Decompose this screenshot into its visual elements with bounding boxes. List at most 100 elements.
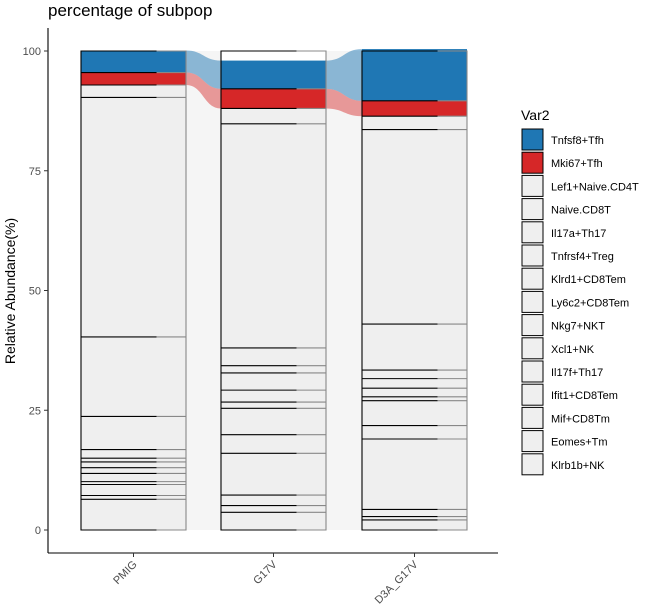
bar-segment-eomes-tm (81, 495, 186, 500)
bar-segment-ifit1-cd8tem (362, 438, 467, 510)
legend-item: Tnfsf8+Tfh (521, 128, 604, 151)
legend-item: Tnfrsf4+Treg (521, 244, 614, 267)
legend-label: Ifit1+CD8Tem (551, 390, 618, 402)
legend-swatch (521, 314, 544, 337)
bar-segment-il17f-th17 (362, 425, 467, 439)
bar-segment-eomes-tm (362, 516, 467, 520)
bar-segment-mif-cd8tm (221, 495, 326, 506)
bar-segment-ly6c2-cd8tem (81, 458, 186, 462)
bar-g17v (220, 50, 327, 531)
flow-background-band (186, 51, 221, 530)
bar-segment-mki67-tfh (221, 88, 326, 109)
bar-segment-il17f-th17 (221, 434, 326, 454)
legend-label: Il17f+Th17 (551, 367, 603, 379)
legend-label: Tnfsf8+Tfh (551, 135, 604, 147)
legend-label: Klrd1+CD8Tem (551, 274, 626, 286)
legend-item: Ifit1+CD8Tem (521, 383, 618, 406)
y-tick-label: 100 (23, 46, 41, 58)
bar-segment-klrd1-cd8tem (81, 449, 186, 459)
chart-title: percentage of subpop (48, 1, 212, 20)
bar-segment-nkg7-nkt (221, 402, 326, 409)
legend-item: Xcl1+NK (521, 337, 595, 360)
flow-mki67-tfh (186, 72, 221, 109)
bar-segment-mif-cd8tm (81, 484, 186, 496)
bar-segment-nkg7-nkt (81, 461, 186, 468)
bar-segment-il17a-th17 (81, 336, 186, 417)
bar-segment-ifit1-cd8tem (81, 481, 186, 485)
y-tick-label: 0 (35, 525, 41, 537)
legend-item: Lef1+Naive.CD4T (521, 174, 639, 197)
legend-swatch (521, 151, 544, 174)
legend-label: Lef1+Naive.CD4T (551, 181, 639, 193)
y-tick-label: 50 (29, 286, 41, 298)
bar-outline (361, 50, 438, 531)
legend-title: Var2 (521, 107, 550, 123)
flow-tnfsf8-tfh (186, 50, 221, 89)
legend-item: Klrb1b+NK (521, 453, 605, 476)
plot-area (80, 49, 468, 531)
bar-segment-tnfrsf4-treg (81, 416, 186, 450)
bar-segment-mki67-tfh (362, 100, 467, 117)
flow-mki67-tfh (326, 88, 362, 117)
bar-segment-lef1-naive-cd4t (81, 85, 186, 98)
legend-swatch (521, 453, 544, 476)
bar-segment-xcl1-nk (362, 400, 467, 426)
legend-swatch (521, 406, 544, 429)
bar-d3a-g17v (361, 49, 468, 531)
bar-segment-klrd1-cd8tem (362, 378, 467, 389)
x-tick-label: D3A_G17V (373, 558, 421, 606)
y-tick-label: 75 (29, 166, 41, 178)
bar-segment-tnfsf8-tfh (362, 49, 467, 101)
legend-item: Mki67+Tfh (521, 151, 603, 174)
bar-segment-il17a-th17 (362, 324, 467, 371)
legend-swatch (521, 128, 544, 151)
legend-item: Il17f+Th17 (521, 360, 603, 383)
legend-label: Naive.CD8T (551, 205, 611, 217)
bar-segment-nkg7-nkt (362, 396, 467, 401)
bar-segment-naive-cd8t (362, 129, 467, 325)
y-axis-title: Relative Abundance(%) (2, 218, 18, 364)
bar-segment-mif-cd8tm (362, 509, 467, 517)
legend-swatch (521, 430, 544, 453)
bar-segment-klrd1-cd8tem (221, 372, 326, 391)
y-tick-label: 25 (29, 405, 41, 417)
bar-segment-eomes-tm (221, 505, 326, 513)
flow-tnfsf8-tfh (326, 49, 362, 101)
legend-swatch (521, 383, 544, 406)
x-tick-label: PMIG (111, 559, 139, 587)
legend-label: Klrb1b+NK (551, 460, 605, 472)
legend-item: Mif+CD8Tm (521, 406, 610, 429)
bar-segment-tnfsf8-tfh (81, 50, 186, 73)
legend-swatch (521, 221, 544, 244)
bar-segment-klrb1b-nk (81, 499, 186, 530)
bar-segment-lef1-naive-cd4t (221, 108, 326, 124)
bar-segment-klrb1b-nk (362, 519, 467, 530)
legend-label: Tnfrsf4+Treg (551, 251, 614, 263)
legend-swatch (521, 174, 544, 197)
legend-swatch (521, 290, 544, 313)
legend-label: Mif+CD8Tm (551, 413, 610, 425)
legend-item: Naive.CD8T (521, 198, 611, 221)
legend-swatch (521, 198, 544, 221)
bar-segment-tnfrsf4-treg (221, 365, 326, 373)
flow-background-band (326, 51, 362, 530)
legend-label: Eomes+Tm (551, 437, 608, 449)
bar-outline (80, 50, 157, 531)
legend-label: Ly6c2+CD8Tem (551, 297, 629, 309)
legend-item: Klrd1+CD8Tem (521, 267, 626, 290)
bar-segment-xcl1-nk (81, 467, 186, 474)
bar-segment-mki67-tfh (81, 72, 186, 86)
bar-segment-ly6c2-cd8tem (362, 388, 467, 397)
legend-swatch (521, 360, 544, 383)
bar-segment-il17f-th17 (81, 473, 186, 482)
legend-label: Mki67+Tfh (551, 158, 603, 170)
legend-swatch (521, 244, 544, 267)
legend-item: Ly6c2+CD8Tem (521, 290, 629, 313)
x-tick-label: G17V (251, 558, 280, 587)
bar-segment-tnfsf8-tfh (221, 60, 326, 89)
legend-item: Eomes+Tm (521, 430, 608, 453)
bar-segment-naive-cd8t (221, 123, 326, 348)
bar-pmig (80, 50, 187, 531)
legend-label: Nkg7+NKT (551, 321, 605, 333)
